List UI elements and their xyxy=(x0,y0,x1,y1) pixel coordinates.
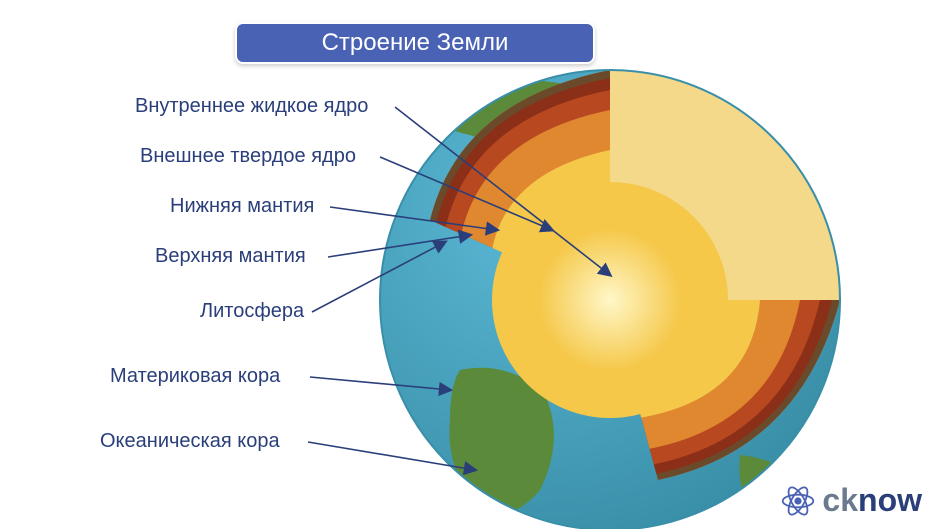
layer-label: Внутреннее жидкое ядро xyxy=(135,95,368,118)
title-bar: Строение Земли xyxy=(235,22,595,64)
layer-label: Океаническая кора xyxy=(100,430,280,453)
layer-label: Литосфера xyxy=(200,300,304,323)
logo: cknow xyxy=(780,482,922,519)
title-text: Строение Земли xyxy=(322,29,509,57)
stage: Строение Земли xyxy=(0,0,940,529)
layer-label: Внешнее твердое ядро xyxy=(140,145,356,168)
content: Строение Земли xyxy=(0,0,940,529)
layer-label: Верхняя мантия xyxy=(155,245,306,268)
atom-icon xyxy=(780,483,816,519)
earth-diagram xyxy=(370,60,850,529)
layer-label: Нижняя мантия xyxy=(170,195,314,218)
layer-label: Материковая кора xyxy=(110,365,280,388)
logo-text: cknow xyxy=(822,482,922,519)
